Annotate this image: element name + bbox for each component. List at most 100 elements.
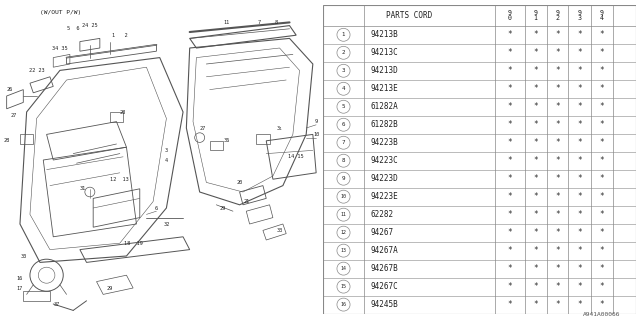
Bar (256, 134, 269, 144)
Text: *: * (555, 282, 560, 291)
Text: *: * (600, 48, 604, 57)
Text: 9
0: 9 0 (508, 10, 512, 21)
Text: 26: 26 (7, 87, 13, 92)
Text: *: * (533, 156, 538, 165)
Text: *: * (533, 102, 538, 111)
Text: 33: 33 (276, 228, 283, 233)
Text: *: * (555, 102, 560, 111)
Text: 3₁: 3₁ (276, 125, 283, 131)
Text: *: * (600, 120, 604, 129)
Text: *: * (508, 48, 512, 57)
Text: 29: 29 (107, 285, 113, 291)
Text: 22 23: 22 23 (29, 68, 44, 73)
Text: 5  6: 5 6 (67, 26, 79, 31)
Text: 29: 29 (220, 205, 226, 211)
Text: *: * (555, 228, 560, 237)
Text: *: * (555, 30, 560, 39)
Text: 21: 21 (243, 199, 250, 204)
Text: 7: 7 (258, 20, 261, 25)
Text: 94223E: 94223E (370, 192, 398, 201)
Text: 30: 30 (20, 253, 26, 259)
Text: 27: 27 (200, 125, 206, 131)
Text: *: * (533, 246, 538, 255)
Text: *: * (508, 264, 512, 273)
Text: 28: 28 (120, 109, 126, 115)
Text: *: * (533, 264, 538, 273)
Text: *: * (533, 228, 538, 237)
Text: 94267A: 94267A (370, 246, 398, 255)
Text: 10: 10 (340, 194, 346, 199)
Text: 94223C: 94223C (370, 156, 398, 165)
Text: *: * (555, 138, 560, 147)
Text: *: * (533, 66, 538, 75)
Text: A941A00066: A941A00066 (583, 312, 621, 317)
Text: 9
3: 9 3 (578, 10, 582, 21)
Text: *: * (577, 156, 582, 165)
Text: *: * (508, 120, 512, 129)
Text: *: * (508, 210, 512, 219)
Text: 4: 4 (165, 157, 168, 163)
Text: *: * (577, 246, 582, 255)
Text: *: * (600, 84, 604, 93)
Text: *: * (577, 192, 582, 201)
Text: 24 25: 24 25 (82, 23, 98, 28)
Text: *: * (533, 120, 538, 129)
Text: 20: 20 (237, 180, 243, 185)
Text: 94213B: 94213B (370, 30, 398, 39)
Text: *: * (555, 174, 560, 183)
Text: 9
1: 9 1 (534, 10, 538, 21)
Text: 62282: 62282 (370, 210, 393, 219)
Bar (23, 291, 50, 301)
Text: *: * (555, 246, 560, 255)
Text: *: * (533, 30, 538, 39)
Text: 16: 16 (340, 302, 346, 307)
Text: 10: 10 (313, 132, 319, 137)
Text: *: * (555, 66, 560, 75)
Text: *: * (508, 282, 512, 291)
Text: 9: 9 (315, 119, 317, 124)
Text: *: * (508, 30, 512, 39)
Text: *: * (577, 210, 582, 219)
Text: *: * (555, 120, 560, 129)
Text: *: * (555, 210, 560, 219)
Text: 6: 6 (155, 205, 158, 211)
Text: 18  19: 18 19 (124, 241, 143, 246)
Text: 8: 8 (342, 158, 345, 163)
Text: *: * (600, 282, 604, 291)
Text: *: * (508, 156, 512, 165)
Text: *: * (533, 84, 538, 93)
Bar (210, 141, 223, 150)
Text: *: * (600, 138, 604, 147)
Text: *: * (577, 138, 582, 147)
Text: 13: 13 (340, 248, 346, 253)
Text: *: * (600, 246, 604, 255)
Text: *: * (533, 192, 538, 201)
Text: 61282B: 61282B (370, 120, 398, 129)
Text: *: * (577, 102, 582, 111)
Text: *: * (600, 192, 604, 201)
Text: *: * (508, 138, 512, 147)
Text: 14 15: 14 15 (289, 154, 304, 159)
Text: 5: 5 (342, 104, 345, 109)
Text: *: * (577, 228, 582, 237)
Text: *: * (533, 174, 538, 183)
Text: 31: 31 (80, 186, 86, 191)
Text: 36: 36 (223, 138, 229, 143)
Text: *: * (508, 192, 512, 201)
Text: *: * (600, 174, 604, 183)
Text: *: * (533, 210, 538, 219)
Text: *: * (555, 300, 560, 309)
Text: 9: 9 (342, 176, 345, 181)
Text: *: * (577, 264, 582, 273)
Text: *: * (600, 66, 604, 75)
Text: *: * (508, 300, 512, 309)
Text: 94223D: 94223D (370, 174, 398, 183)
Text: *: * (508, 246, 512, 255)
Text: PARTS CORD: PARTS CORD (386, 11, 432, 20)
Text: *: * (508, 174, 512, 183)
Text: 94213E: 94213E (370, 84, 398, 93)
Text: *: * (508, 66, 512, 75)
Text: 1: 1 (342, 32, 345, 37)
Text: *: * (533, 300, 538, 309)
Text: 16: 16 (17, 276, 23, 281)
